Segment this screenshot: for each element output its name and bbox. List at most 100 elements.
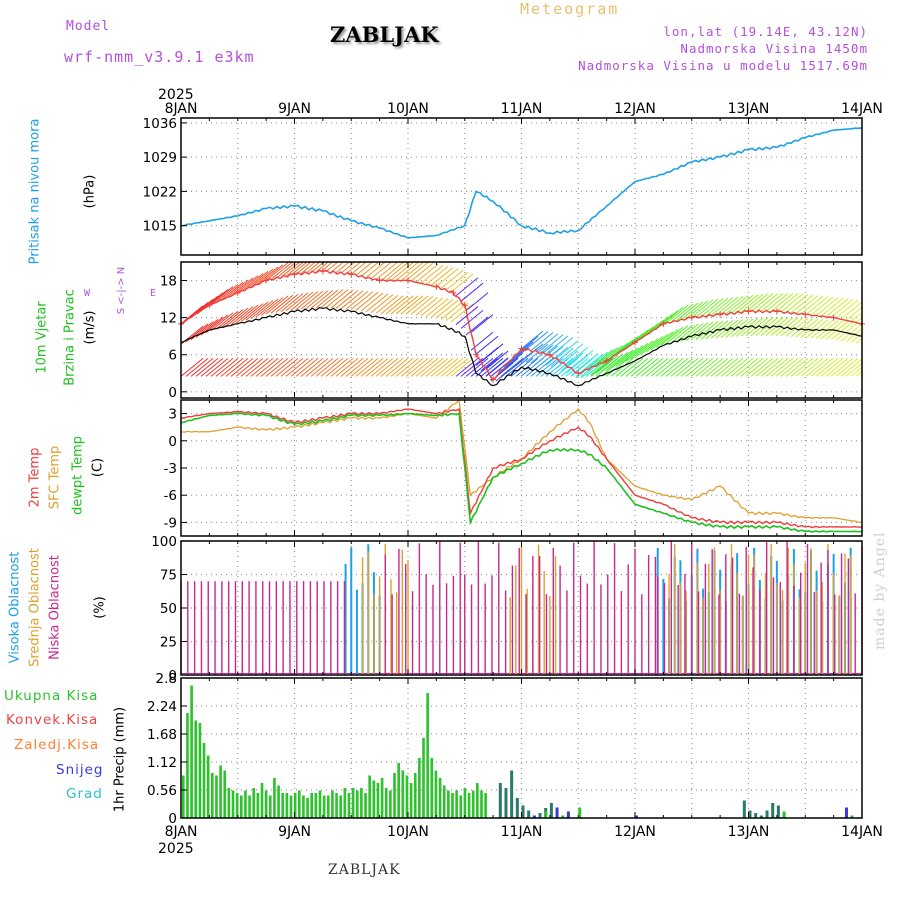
wind-barb <box>435 299 459 319</box>
wind-barb <box>815 297 839 317</box>
wind-barb <box>850 311 862 322</box>
year-label-bottom: 2025 <box>158 841 194 857</box>
wind-barb <box>655 357 679 377</box>
wind-barb <box>420 357 444 377</box>
wind-barb <box>835 321 859 341</box>
wind-barb <box>405 357 429 377</box>
precip-total-bar <box>244 790 247 818</box>
wind-barb <box>735 294 759 314</box>
wind-barb <box>725 295 749 315</box>
x-label-bottom: 13JAN <box>728 824 770 840</box>
wind-barb <box>670 357 694 377</box>
x-label-top: 10JAN <box>387 101 429 117</box>
wind-max-marker <box>518 345 525 352</box>
wind-barb <box>485 350 509 370</box>
wind-barb <box>840 301 862 320</box>
wind-barb <box>485 357 509 377</box>
precip-total-bar <box>426 693 429 818</box>
precip-total-bar <box>413 773 417 818</box>
y-tick-label: -3 <box>164 461 177 477</box>
wind-barb <box>205 357 229 377</box>
wind-barb <box>645 357 669 377</box>
wind-barb <box>690 299 714 319</box>
wind-barb <box>560 352 584 372</box>
wind-barb <box>720 296 744 315</box>
wind-barb <box>380 262 404 281</box>
wind-barb <box>185 357 209 377</box>
wind-barb <box>390 295 414 315</box>
precip-total-bar <box>256 793 260 818</box>
wind-barb <box>465 316 489 336</box>
wind-barb <box>575 353 599 373</box>
wind-barb <box>770 317 794 336</box>
precip-total-bar <box>401 770 405 818</box>
wind-barb <box>415 296 439 316</box>
wind-max-marker <box>546 351 553 358</box>
wind-barb <box>835 357 859 377</box>
wind-barb <box>220 357 244 377</box>
wind-barb <box>635 357 659 377</box>
precip-total-bar <box>418 758 421 818</box>
wind-barb <box>335 357 359 377</box>
wind-barb <box>320 357 344 377</box>
wind-max-marker <box>263 277 270 284</box>
wind-barb <box>240 303 264 322</box>
wind-barb <box>785 317 809 337</box>
wind-barb <box>370 262 393 280</box>
wind-max-marker <box>319 268 326 275</box>
wind-barb <box>395 295 419 315</box>
wind-barb <box>470 357 494 377</box>
wind-max-marker <box>717 311 724 318</box>
wind-barb <box>800 357 824 377</box>
wind-barb <box>400 262 424 281</box>
wind-barb <box>535 357 559 377</box>
wind-barb <box>270 262 294 280</box>
wind-barb <box>820 357 844 377</box>
wind-barb <box>855 370 862 377</box>
wind-barb <box>675 302 699 322</box>
wind-barb <box>660 357 684 377</box>
precip-snow-bar <box>776 805 780 818</box>
precip-total-bar <box>471 790 475 818</box>
model-label: Model <box>66 19 111 34</box>
precip-total-bar <box>190 685 193 818</box>
wind-barb <box>665 357 689 377</box>
wind-barb <box>345 262 362 275</box>
precip-total-bar <box>314 793 318 818</box>
wind-max-marker <box>490 376 497 383</box>
wind-barb <box>300 290 324 310</box>
wind-barb <box>345 290 369 310</box>
wind-barb <box>305 357 329 377</box>
wind-barb <box>450 303 474 323</box>
wind-barb <box>215 283 239 303</box>
coords-text: lon,lat (19.14E, 43.12N) <box>663 24 868 39</box>
precip-total-bar <box>339 795 343 818</box>
wind-barb <box>685 357 709 377</box>
y-tick-label: 3 <box>168 407 177 423</box>
wind-barb <box>800 319 824 338</box>
wind-barb <box>290 357 314 377</box>
wind-barb <box>665 304 689 324</box>
wind-barb <box>255 266 279 286</box>
wind-barb <box>400 357 424 377</box>
precip-small-bar <box>635 815 638 818</box>
wind-barb <box>605 351 629 371</box>
precip-total-bar <box>438 778 442 818</box>
precip-snow-bar <box>515 798 519 818</box>
wind-barb <box>765 357 789 377</box>
wind-barb <box>230 277 254 297</box>
precip-total-bar <box>289 795 293 818</box>
wind-barb <box>335 262 350 274</box>
wind-barb <box>635 338 659 358</box>
precip-snow-bar <box>771 803 775 818</box>
precip-small-bar <box>555 807 559 818</box>
wind-barb <box>730 357 754 377</box>
wind-barb <box>340 262 356 274</box>
x-label-top: 9JAN <box>278 101 311 117</box>
wind-max-marker <box>348 271 355 278</box>
wind-barb <box>500 357 524 377</box>
x-label-top: 8JAN <box>165 101 198 117</box>
wind-barb <box>250 357 274 377</box>
wind-barb <box>181 357 204 377</box>
precip-total-bar <box>273 778 276 818</box>
